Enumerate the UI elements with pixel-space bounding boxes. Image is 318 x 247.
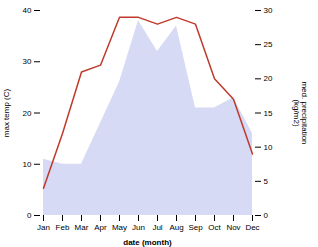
- svg-text:25: 25: [264, 40, 273, 49]
- svg-text:15: 15: [264, 109, 273, 118]
- svg-text:0: 0: [27, 211, 32, 220]
- svg-text:Feb: Feb: [56, 223, 70, 232]
- svg-text:Dec: Dec: [245, 223, 259, 232]
- svg-text:Aug: Aug: [169, 223, 183, 232]
- svg-text:10: 10: [264, 143, 273, 152]
- svg-text:20: 20: [23, 109, 32, 118]
- svg-text:Nov: Nov: [226, 223, 240, 232]
- svg-text:30: 30: [23, 57, 32, 66]
- svg-text:Sep: Sep: [188, 223, 203, 232]
- svg-text:Jan: Jan: [37, 223, 50, 232]
- svg-text:0: 0: [264, 211, 269, 220]
- svg-text:40: 40: [23, 6, 32, 15]
- svg-text:Mar: Mar: [75, 223, 89, 232]
- svg-text:med. precipitation(kg/m2): med. precipitation(kg/m2): [292, 81, 309, 144]
- svg-text:max temp (C): max temp (C): [2, 88, 11, 137]
- svg-text:5: 5: [264, 177, 269, 186]
- svg-text:Oct: Oct: [208, 223, 221, 232]
- svg-text:20: 20: [264, 74, 273, 83]
- svg-text:30: 30: [264, 6, 273, 15]
- svg-text:May: May: [112, 223, 127, 232]
- svg-text:Apr: Apr: [94, 223, 107, 232]
- svg-text:Jun: Jun: [132, 223, 145, 232]
- svg-text:10: 10: [23, 160, 32, 169]
- svg-text:Jul: Jul: [152, 223, 162, 232]
- svg-text:date (month): date (month): [123, 238, 172, 247]
